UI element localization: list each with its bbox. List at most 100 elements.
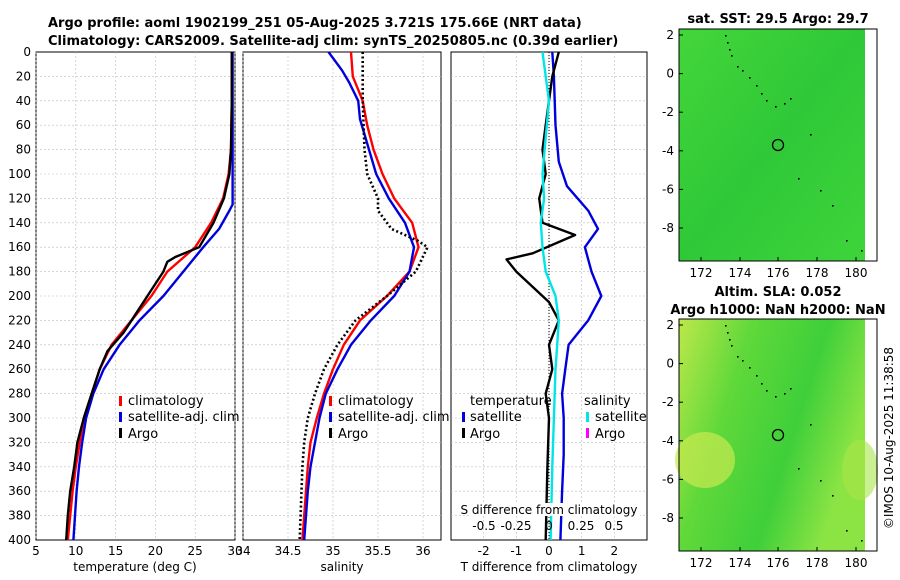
legend-t-satellite: satellite [470,410,522,425]
island-speck [727,332,729,334]
map-x-tick-label: 178 [806,556,829,570]
y-tick-label: 160 [8,240,31,254]
salinity-legend: climatology satellite-adj. clim Argo [329,394,450,442]
island-speck [832,205,834,207]
map-x-tick-label: 180 [845,556,868,570]
sla-warm-patch [675,432,735,488]
legend-s-satellite-swatch [586,412,589,422]
top-x-tick-label: -0.25 [500,519,531,533]
y-tick-label: 180 [8,265,31,279]
island-speck [820,190,822,192]
temperature-panel: 0 20 40 60 80 100 120 140 160 180 200 220 240 260 280 3… [8,45,243,574]
legend-satellite-swatch [329,412,332,422]
x-tick-label: 20 [148,544,163,558]
island-speck [810,134,812,136]
legend-t-argo-swatch [462,428,465,438]
map-x-tick-label: 172 [690,556,713,570]
series-line-satellite-adj-clim [303,51,416,541]
island-speck [775,106,777,108]
map-y-tick-label: -2 [662,395,674,409]
island-speck [742,70,744,72]
series-line-satellite-adj-clim [72,52,234,541]
y-tick-label: 200 [8,289,31,303]
y-tick-label: 100 [8,167,31,181]
map-x-tick-label: 176 [767,556,790,570]
map-y-tick-label: 0 [666,357,674,371]
x-tick-label: 35 [325,544,340,558]
sst-map-title: sat. SST: 29.5 Argo: 29.7 [687,12,868,27]
island-speck [737,356,739,358]
island-speck [737,66,739,68]
island-speck [784,393,786,395]
top-x-tick-label: 0 [545,519,553,533]
y-tick-label: 280 [8,387,31,401]
island-speck [761,383,763,385]
island-speck [725,35,727,37]
map-y-tick-label: 2 [666,318,674,332]
island-speck [729,339,731,341]
island-speck [810,424,812,426]
island-speck [731,55,733,57]
legend-climatology: climatology [128,394,204,409]
y-tick-label: 220 [8,313,31,327]
y-tick-label: 320 [8,435,31,449]
sla-map-title: Altim. SLA: 0.052 [715,285,842,300]
header-line1: Argo profile: aoml 1902199_251 05-Aug-20… [48,16,582,31]
legend-t-satellite-swatch [462,412,465,422]
y-tick-label: 340 [8,460,31,474]
sla-warm-patch [842,440,878,500]
sla-map-subtitle: Argo h1000: NaN h2000: NaN [670,303,885,318]
island-speck [784,103,786,105]
map-y-tick-label: -2 [662,105,674,119]
legend-satellite: satellite-adj. clim [128,410,240,425]
map-x-tick-label: 174 [729,556,752,570]
island-speck [861,250,863,252]
island-speck [775,396,777,398]
x-tick-label: -1 [510,544,522,558]
y-tick-label: 380 [8,509,31,523]
difference-xlabel: T difference from climatology [460,560,638,574]
map-y-tick-label: -6 [662,182,674,196]
island-speck [798,468,800,470]
map-x-tick-label: 178 [806,266,829,280]
map-y-tick-label: -8 [662,221,674,235]
y-tick-label: 400 [8,533,31,547]
map-x-tick-label: 172 [690,266,713,280]
island-speck [820,480,822,482]
difference-panel: -2 -1 0 1 2 -0.5 -0.25 0 0.25 0.5 T difference f… [450,51,648,574]
island-speck [756,85,758,87]
legend-argo-swatch [329,428,332,438]
x-tick-label: 10 [68,544,83,558]
legend-s-argo: Argo [595,427,625,442]
series-line-argo [65,52,234,541]
legend-satellite: satellite-adj. clim [338,410,450,425]
x-tick-label: 30 [227,544,242,558]
legend-t-argo: Argo [470,427,500,442]
temperature-xlabel: temperature (deg C) [73,560,196,574]
x-tick-label: 15 [108,544,123,558]
island-speck [727,42,729,44]
legend-argo: Argo [338,427,368,442]
top-x-tick-label: 0.25 [568,519,595,533]
y-tick-label: 20 [16,69,31,83]
map-y-tick-label: 0 [666,67,674,81]
salinity-panel: 34 34.5 35 35.5 36 salinity climatology sate… [235,51,450,574]
series-line-argo [298,52,429,541]
x-tick-label: -2 [478,544,490,558]
difference-legend: temperature satellite Argo salinity sate… [462,394,647,442]
legend-argo: Argo [128,427,158,442]
series-line-t-satellite [551,51,603,541]
legend-climatology: climatology [338,394,414,409]
island-speck [846,530,848,532]
legend-s-satellite: satellite [595,410,647,425]
island-speck [766,390,768,392]
argo-position-marker [771,138,785,152]
sst-map: sat. SST: 29.5 Argo: 29.7 172 174 176 178 18… [662,12,878,280]
top-x-tick-label: 0.5 [604,519,623,533]
x-tick-label: 34.5 [275,544,302,558]
y-tick-label: 360 [8,484,31,498]
legend-satellite-swatch [119,412,122,422]
island-speck [756,375,758,377]
y-tick-label: 140 [8,216,31,230]
